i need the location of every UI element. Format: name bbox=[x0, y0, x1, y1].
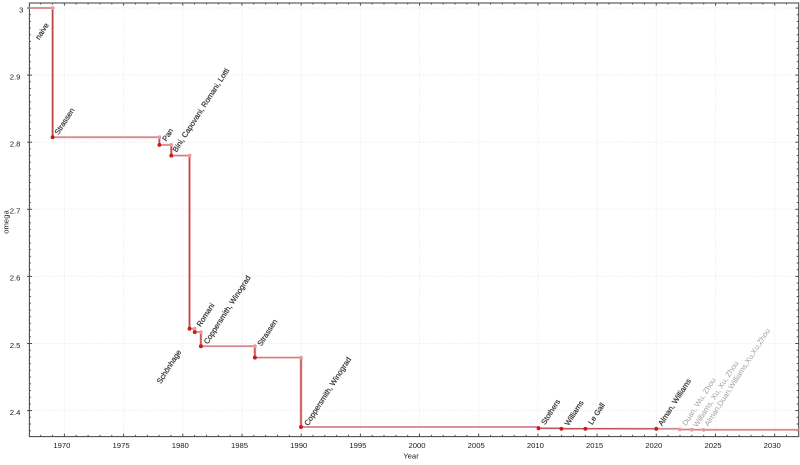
svg-text:2005: 2005 bbox=[468, 441, 485, 450]
svg-text:2.9: 2.9 bbox=[10, 72, 21, 81]
svg-text:2010: 2010 bbox=[527, 441, 544, 450]
svg-text:1970: 1970 bbox=[53, 441, 70, 450]
svg-text:2.8: 2.8 bbox=[10, 140, 21, 149]
svg-text:1975: 1975 bbox=[113, 441, 130, 450]
svg-text:3: 3 bbox=[19, 5, 23, 14]
svg-text:2000: 2000 bbox=[408, 441, 425, 450]
svg-text:Year: Year bbox=[403, 452, 419, 460]
svg-text:2030: 2030 bbox=[764, 441, 781, 450]
svg-text:1980: 1980 bbox=[172, 441, 189, 450]
svg-text:1995: 1995 bbox=[349, 441, 366, 450]
svg-text:2.6: 2.6 bbox=[10, 274, 21, 283]
svg-text:omega: omega bbox=[2, 210, 11, 234]
svg-text:2.5: 2.5 bbox=[10, 341, 21, 350]
svg-text:1985: 1985 bbox=[231, 441, 248, 450]
svg-text:2.7: 2.7 bbox=[10, 207, 21, 216]
svg-text:2025: 2025 bbox=[704, 441, 721, 450]
svg-text:1990: 1990 bbox=[290, 441, 307, 450]
svg-text:2.4: 2.4 bbox=[10, 408, 21, 417]
svg-text:2015: 2015 bbox=[586, 441, 603, 450]
svg-text:2020: 2020 bbox=[645, 441, 662, 450]
